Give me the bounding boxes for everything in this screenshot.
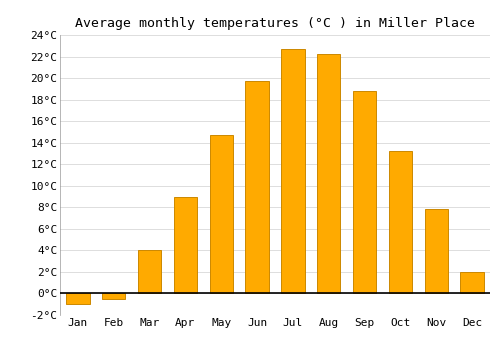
Bar bbox=[246, 81, 268, 293]
Bar bbox=[460, 272, 483, 293]
Bar bbox=[138, 250, 161, 293]
Bar bbox=[210, 135, 233, 293]
Bar bbox=[66, 293, 90, 304]
Title: Average monthly temperatures (°C ) in Miller Place: Average monthly temperatures (°C ) in Mi… bbox=[75, 17, 475, 30]
Bar bbox=[102, 293, 126, 299]
Bar bbox=[174, 197, 197, 293]
Bar bbox=[282, 49, 304, 293]
Bar bbox=[317, 54, 340, 293]
Bar bbox=[389, 151, 412, 293]
Bar bbox=[353, 91, 376, 293]
Bar bbox=[424, 209, 448, 293]
